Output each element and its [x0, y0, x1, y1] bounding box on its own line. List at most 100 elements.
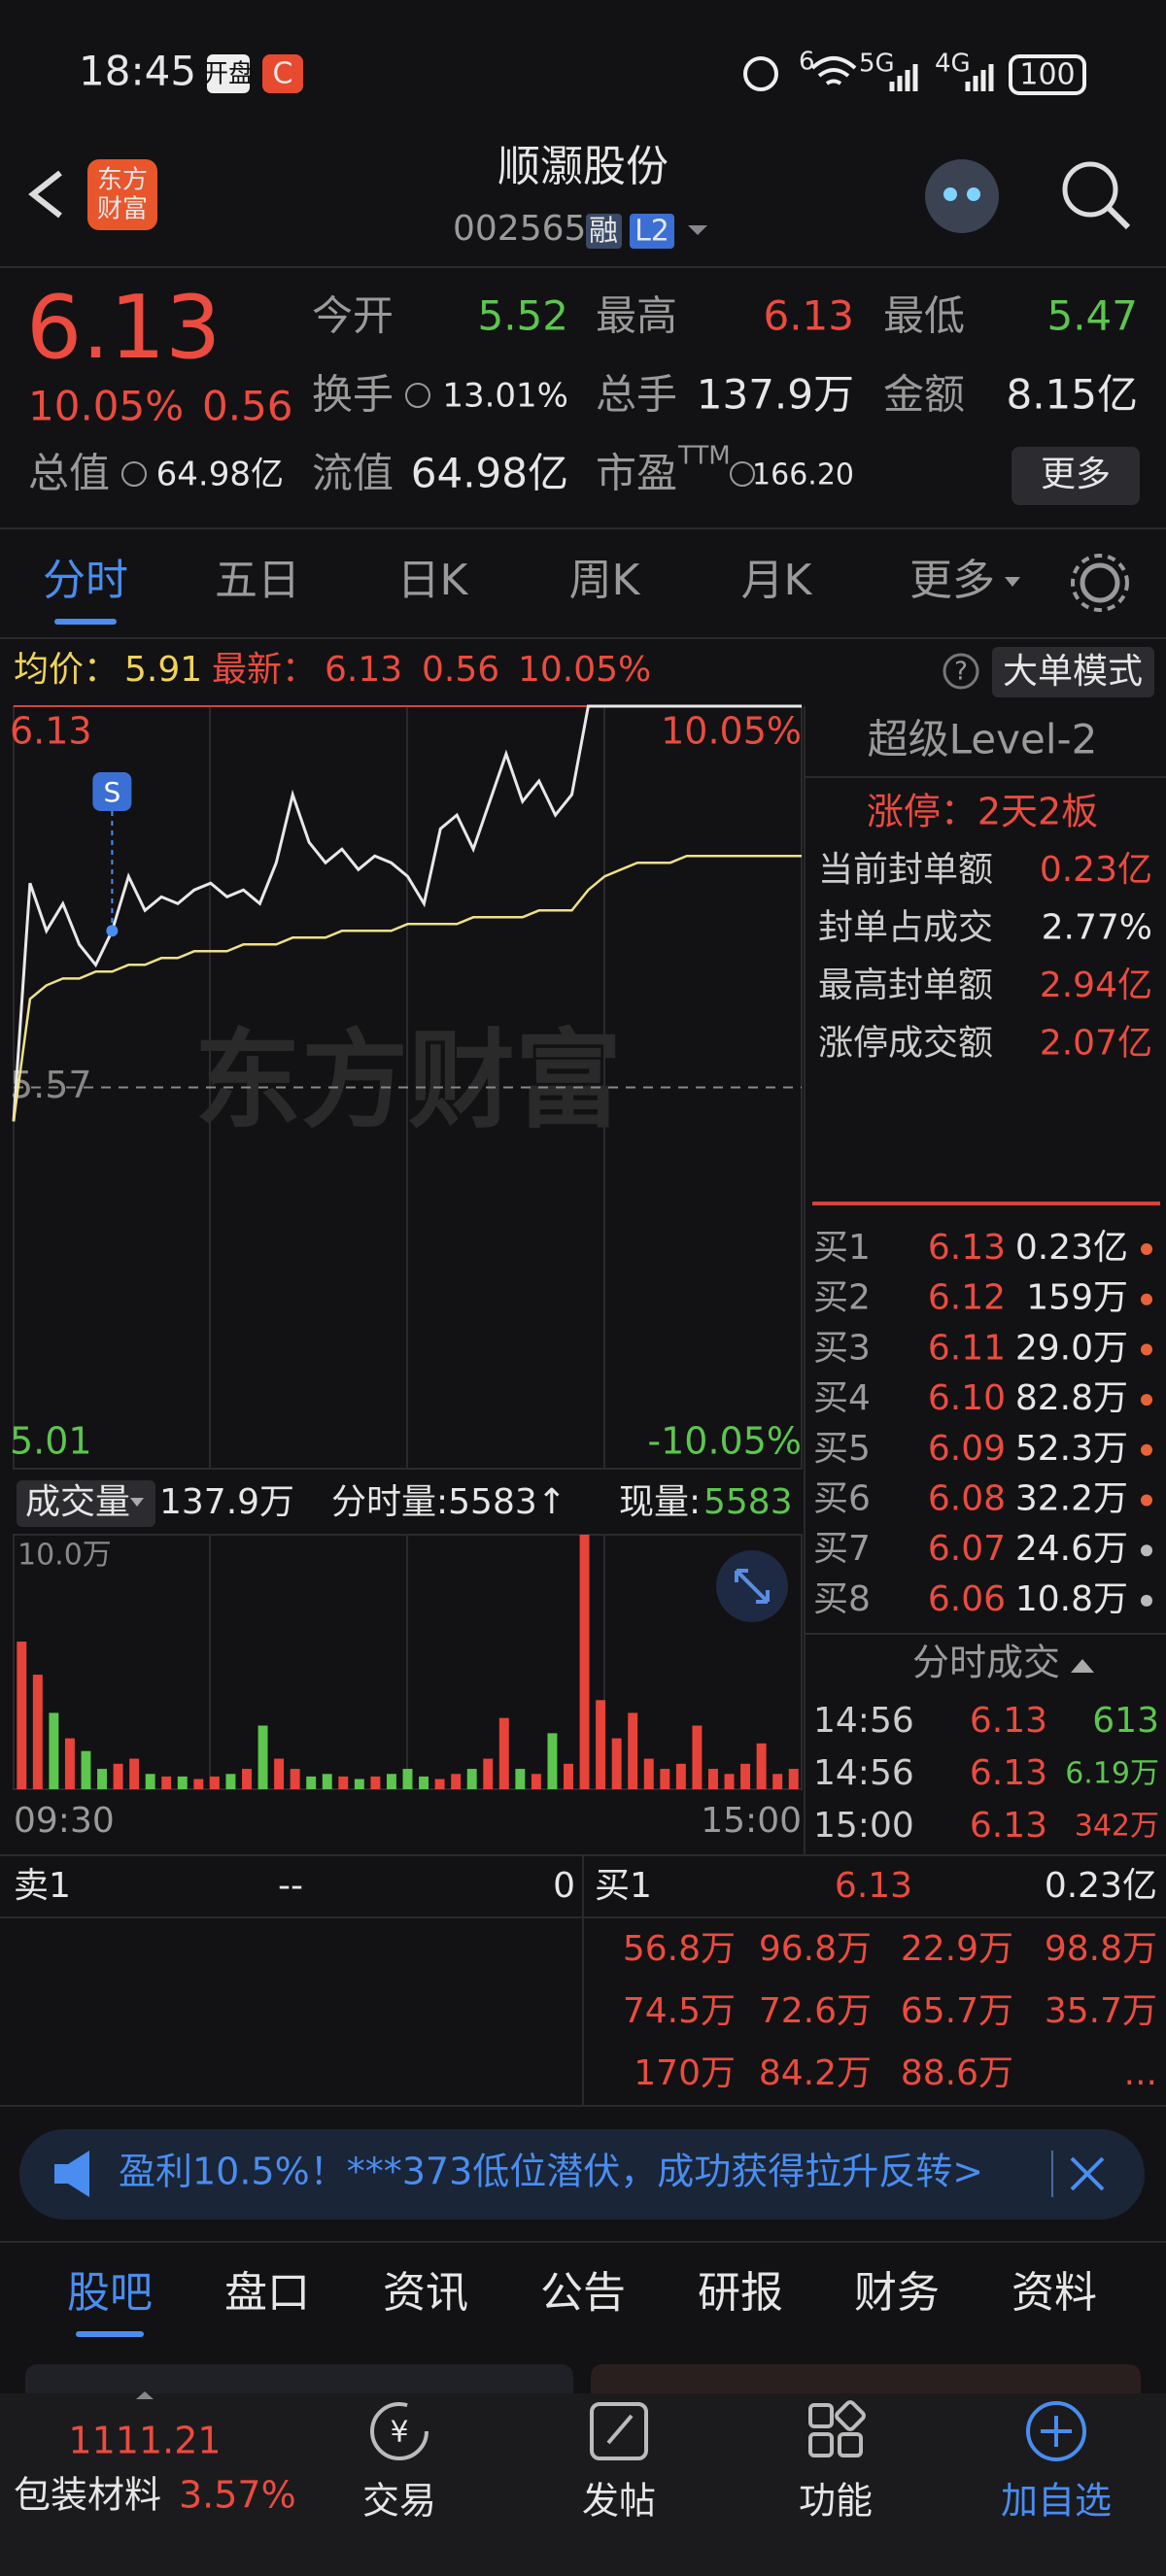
queue-cell: 170万: [634, 2053, 736, 2093]
price-chart: 6.13 5.57 5.01 10.05% -10.05% S: [10, 704, 802, 1463]
volume-total: 137.9万: [159, 1482, 294, 1522]
nav-item[interactable]: 功能: [799, 2480, 873, 2523]
back-button[interactable]: [28, 170, 62, 219]
info-icon[interactable]: [121, 461, 147, 487]
tab[interactable]: 日K: [397, 556, 469, 605]
search-button[interactable]: [1062, 161, 1118, 218]
stock-title: 顺灏股份: [497, 142, 669, 191]
level2-title: 超级Level-2: [868, 716, 1098, 763]
func-icon: [835, 2400, 866, 2431]
dropdown[interactable]: [688, 225, 707, 235]
bottom-tab[interactable]: 公告: [540, 2268, 626, 2318]
volume-bar: [675, 1763, 686, 1789]
bottom-tab-active[interactable]: 股吧: [67, 2268, 153, 2318]
volume-bar: [177, 1776, 188, 1789]
badge-bg: [630, 214, 674, 249]
c-icon: [262, 54, 303, 93]
post-pen: [606, 2414, 634, 2445]
bid-price: 6.10: [928, 1378, 1006, 1418]
volume-bar: [434, 1779, 445, 1789]
volume-bar: [242, 1769, 252, 1789]
volume-bar: [628, 1712, 638, 1789]
field-value: 166.20: [752, 458, 854, 492]
avg-label: 均价：: [14, 650, 119, 690]
trade-volume: 342万: [1075, 1810, 1159, 1844]
info-icon[interactable]: [730, 461, 755, 487]
bid-price: 6.08: [928, 1479, 1006, 1519]
field-value: 6.13: [763, 292, 854, 340]
stat-label: 封单占成交: [818, 908, 993, 948]
func-icon: [838, 2432, 863, 2457]
bid-dot: [1141, 1544, 1152, 1557]
help-icon[interactable]: [943, 653, 979, 690]
volume-selector[interactable]: [17, 1480, 155, 1527]
avg-value: 5.91: [124, 650, 202, 690]
bid-label: 买5: [813, 1429, 871, 1469]
volume-chart: 10.0万: [14, 1534, 802, 1789]
tab[interactable]: 月K: [741, 556, 813, 605]
sort-arrow[interactable]: [1071, 1659, 1094, 1673]
nav-item[interactable]: 交易: [362, 2480, 436, 2523]
stat-value: 0.23亿: [1040, 850, 1152, 890]
bid-label: 买3: [813, 1328, 871, 1368]
network-2: 4G: [935, 50, 971, 79]
bottom-tab[interactable]: 资料: [1012, 2268, 1097, 2318]
battery-level: 100: [1019, 58, 1075, 92]
queue-cell: 65.7万: [901, 1991, 1013, 2031]
trade-time: 15:00: [813, 1806, 914, 1846]
field-value: 137.9万: [697, 371, 854, 419]
logo-line: 财富: [97, 195, 148, 224]
price: 6.13: [26, 277, 221, 379]
alarm-icon: [743, 56, 778, 91]
banner-close[interactable]: [1070, 2156, 1105, 2191]
signal-2: [965, 64, 994, 91]
robot-avatar[interactable]: [925, 159, 999, 233]
volume-bar: [225, 1774, 236, 1789]
volume-bar: [611, 1738, 622, 1789]
volume-bar: [483, 1758, 494, 1789]
bottom-tab[interactable]: 资讯: [383, 2268, 468, 2318]
field-value: 64.98亿: [411, 450, 568, 497]
megaphone-icon: [54, 2151, 89, 2197]
tab-underline: [54, 619, 117, 625]
queue-cell: 74.5万: [623, 1991, 736, 2031]
badge-bg: [207, 54, 250, 93]
tab[interactable]: 五日: [215, 556, 300, 605]
status-time: 18:45: [79, 48, 196, 95]
sell1-label: 卖1: [14, 1866, 71, 1906]
tab[interactable]: 更多: [909, 556, 995, 605]
nav-arrow: [136, 2391, 154, 2399]
help-mark: ?: [954, 658, 968, 687]
queue-cell: 56.8万: [623, 1929, 736, 1969]
volume-current-label: 现量:: [619, 1482, 701, 1522]
volume-bar: [322, 1774, 332, 1789]
mode-button[interactable]: [992, 647, 1154, 697]
bid-volume: 159万: [1026, 1278, 1128, 1318]
field-label: 今开: [312, 292, 394, 340]
volume-bar: [466, 1769, 477, 1789]
queue-cell: 22.9万: [901, 1929, 1013, 1969]
more-label: 更多: [1041, 455, 1111, 494]
nav-item[interactable]: 加自选: [1001, 2480, 1112, 2523]
volume-bar: [97, 1769, 107, 1789]
line-price: [12, 704, 802, 1122]
tab[interactable]: 周K: [569, 556, 641, 605]
status-badge: 开盘: [203, 60, 254, 89]
bid-label: 买6: [813, 1479, 871, 1519]
volume-bar: [338, 1776, 349, 1789]
volume-bar: [32, 1675, 43, 1789]
tab-active[interactable]: 分时: [43, 556, 128, 605]
bid-volume: 24.6万: [1015, 1529, 1128, 1569]
bid-volume: 52.3万: [1015, 1429, 1128, 1469]
settings-button[interactable]: [1080, 562, 1120, 603]
nav-item[interactable]: 发帖: [582, 2480, 656, 2523]
bid-volume: 82.8万: [1015, 1378, 1128, 1418]
info-icon[interactable]: [405, 383, 430, 408]
banner[interactable]: [19, 2129, 1145, 2220]
bottom-tab[interactable]: 财务: [854, 2268, 940, 2318]
bottom-tab[interactable]: 研报: [698, 2268, 783, 2318]
more-button[interactable]: [1012, 447, 1140, 505]
search-handle: [1106, 205, 1131, 230]
bottom-tab[interactable]: 盘口: [224, 2268, 310, 2318]
volume-bar: [49, 1712, 59, 1789]
